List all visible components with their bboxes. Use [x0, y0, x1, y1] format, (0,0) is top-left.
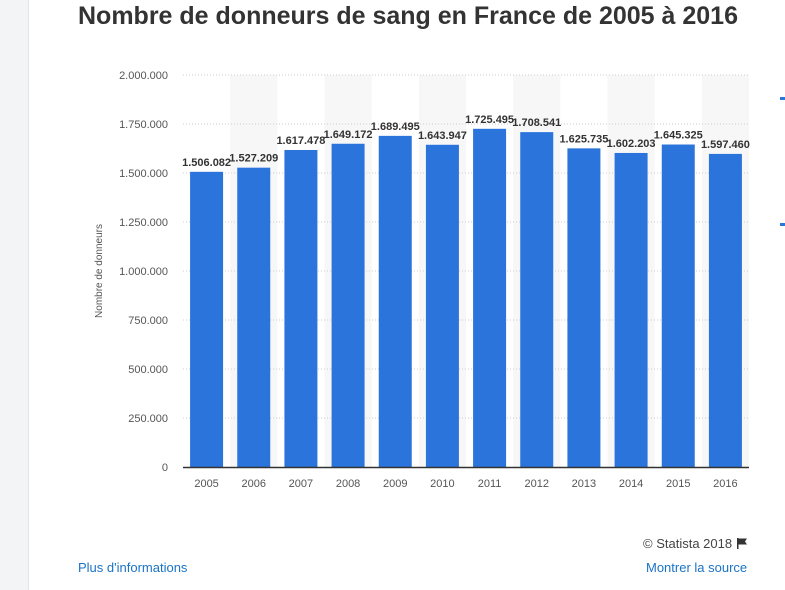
bar [331, 143, 365, 468]
x-tick-label: 2007 [289, 478, 313, 490]
bar [190, 171, 224, 467]
data-label: 1.617.478 [276, 135, 325, 147]
bar [661, 144, 695, 467]
data-label: 1.527.209 [229, 153, 278, 165]
bar [237, 167, 271, 467]
data-label: 1.645.325 [654, 130, 703, 142]
y-tick-label: 250.000 [128, 413, 168, 425]
x-tick-label: 2016 [713, 478, 737, 490]
x-tick-label: 2014 [619, 478, 643, 490]
x-tick-label: 2009 [383, 478, 407, 490]
y-tick-label: 0 [162, 462, 168, 474]
bar [708, 153, 742, 468]
bar [520, 132, 554, 467]
data-label: 1.725.495 [465, 114, 514, 126]
bar [378, 135, 412, 467]
bar [567, 148, 601, 467]
y-tick-label: 1.000.000 [119, 266, 168, 278]
x-tick-label: 2015 [666, 478, 690, 490]
x-tick-label: 2012 [525, 478, 549, 490]
y-axis-title: Nombre de donneurs [94, 224, 105, 318]
bar [473, 128, 507, 467]
more-info-link[interactable]: Plus d'informations [78, 560, 188, 575]
side-marker-bottom [780, 223, 785, 226]
data-label: 1.602.203 [607, 138, 656, 150]
y-tick-label: 1.750.000 [119, 119, 168, 131]
side-marker-top [780, 97, 785, 100]
data-label: 1.708.541 [512, 117, 561, 129]
copyright-note: © Statista 2018 [643, 536, 748, 552]
x-tick-label: 2010 [430, 478, 454, 490]
bar [425, 144, 459, 468]
copyright-text: © Statista 2018 [643, 536, 733, 551]
show-source-link[interactable]: Montrer la source [646, 560, 748, 575]
left-sidebar-strip [0, 0, 28, 590]
y-tick-label: 500.000 [128, 364, 168, 376]
data-label: 1.597.460 [701, 139, 750, 151]
y-tick-label: 1.500.000 [119, 168, 168, 180]
flag-icon[interactable] [736, 537, 748, 552]
data-label: 1.689.495 [371, 121, 420, 133]
x-tick-label: 2011 [478, 478, 502, 490]
x-tick-label: 2013 [572, 478, 596, 490]
x-tick-label: 2006 [242, 478, 266, 490]
bar [614, 152, 648, 468]
data-label: 1.643.947 [418, 130, 467, 142]
left-sidebar-border [28, 0, 29, 590]
x-tick-label: 2005 [194, 478, 218, 490]
y-tick-label: 1.250.000 [119, 217, 168, 229]
chart-title: Nombre de donneurs de sang en France de … [78, 2, 738, 30]
data-label: 1.649.172 [324, 129, 373, 141]
data-label: 1.625.735 [559, 133, 608, 145]
y-tick-label: 750.000 [128, 315, 168, 327]
data-label: 1.506.082 [182, 157, 231, 169]
bar [284, 149, 318, 468]
y-tick-label: 2.000.000 [119, 70, 168, 82]
x-tick-label: 2008 [336, 478, 360, 490]
